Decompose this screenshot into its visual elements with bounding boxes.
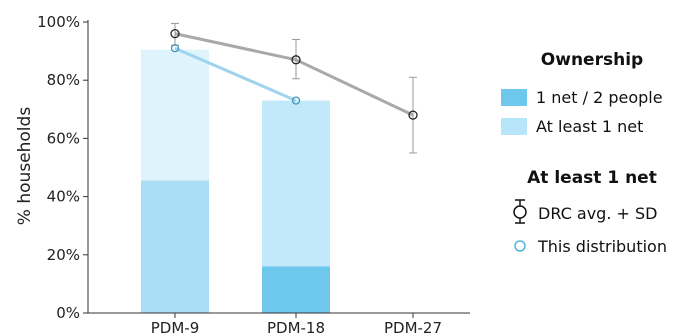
legend-label-1-net-2-people: 1 net / 2 people: [536, 88, 663, 107]
y-axis-label: % households: [15, 107, 35, 226]
legend-title-ownership: Ownership: [541, 50, 643, 70]
bar-1-net-2-people: [262, 266, 330, 313]
x-tick-label: PDM-18: [267, 319, 325, 335]
y-tick-label: 80%: [47, 71, 80, 89]
legend: Ownership 1 net / 2 people At least 1 ne…: [501, 50, 667, 256]
bars-layer: [141, 50, 330, 313]
bar-1-net-2-people: [141, 181, 209, 313]
legend-swatch-at-least-1-net: [501, 118, 527, 135]
legend-label-this-distribution: This distribution: [537, 237, 667, 256]
x-ticks: PDM-9 PDM-18 PDM-27: [151, 313, 442, 335]
y-tick-label: 100%: [37, 13, 80, 31]
legend-drc-marker: [514, 200, 526, 223]
y-tick-label: 40%: [47, 188, 80, 206]
legend-label-drc-avg: DRC avg. + SD: [538, 204, 657, 223]
legend-label-at-least-1-net: At least 1 net: [536, 117, 643, 136]
y-tick-label: 20%: [47, 246, 80, 264]
x-tick-label: PDM-9: [151, 319, 200, 335]
legend-distribution-marker: [515, 241, 525, 251]
y-tick-label: 60%: [47, 129, 80, 147]
y-tick-label: 0%: [56, 304, 80, 322]
x-tick-label: PDM-27: [384, 319, 442, 335]
legend-swatch-1-net-2-people: [501, 89, 527, 106]
y-ticks: 0% 20% 40% 60% 80% 100%: [37, 13, 88, 322]
legend-title-at-least-1-net: At least 1 net: [527, 168, 657, 188]
